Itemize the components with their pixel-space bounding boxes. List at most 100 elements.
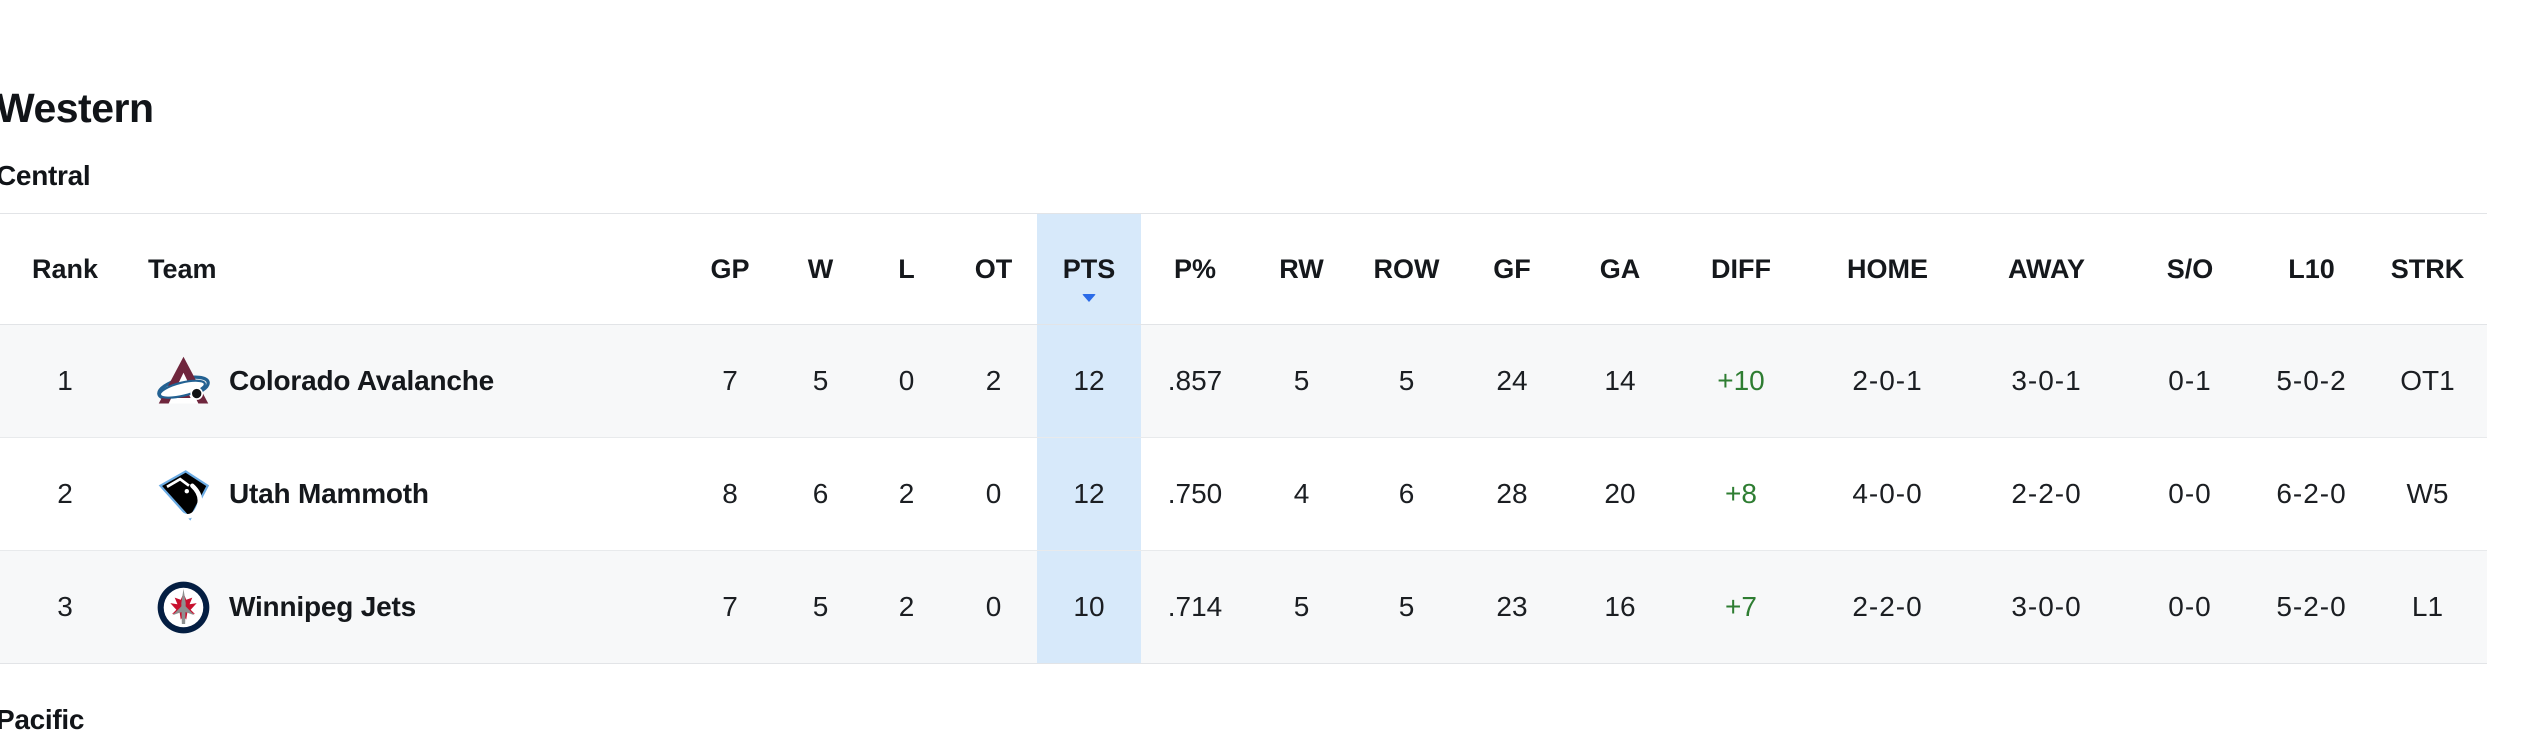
l-value: 2 xyxy=(863,550,950,664)
gp-value: 7 xyxy=(682,550,778,664)
column-header-w[interactable]: W xyxy=(778,213,863,325)
column-label-away: AWAY xyxy=(2007,253,2086,284)
column-label-home: HOME xyxy=(1847,253,1928,284)
so-value: 0-0 xyxy=(2125,550,2255,664)
strk-value: L1 xyxy=(2368,550,2487,664)
home-text: 2-2-0 xyxy=(1852,591,1923,622)
pts-text: 10 xyxy=(1073,591,1105,622)
away-value: 3-0-0 xyxy=(1968,550,2125,664)
gf-value: 24 xyxy=(1459,324,1565,438)
pts-text: 12 xyxy=(1073,365,1105,396)
column-label-l10: L10 xyxy=(2288,253,2335,284)
strk-value: OT1 xyxy=(2368,324,2487,438)
column-label-ga: GA xyxy=(1599,253,1641,284)
rank-value: 3 xyxy=(0,550,130,664)
ot-value: 0 xyxy=(950,437,1037,551)
gf-text: 23 xyxy=(1496,591,1528,622)
rw-value: 4 xyxy=(1249,437,1354,551)
away-text: 2-2-0 xyxy=(2011,478,2082,509)
column-header-gp[interactable]: GP xyxy=(682,213,778,325)
pts-value: 12 xyxy=(1037,324,1141,438)
w-value: 6 xyxy=(778,437,863,551)
conference-heading: Western xyxy=(0,85,154,131)
column-header-ppct[interactable]: P% xyxy=(1141,213,1249,325)
column-label-rank: Rank xyxy=(31,253,99,284)
column-header-home[interactable]: HOME xyxy=(1807,213,1968,325)
gf-value: 28 xyxy=(1459,437,1565,551)
row-value: 5 xyxy=(1354,550,1459,664)
row-text: 5 xyxy=(1398,591,1415,622)
gf-value: 23 xyxy=(1459,550,1565,664)
column-header-strk[interactable]: STRK xyxy=(2368,213,2487,325)
colorado-avalanche-logo xyxy=(156,354,211,409)
column-label-row: ROW xyxy=(1373,253,1440,284)
ga-value: 16 xyxy=(1565,550,1675,664)
column-header-diff[interactable]: DIFF xyxy=(1675,213,1807,325)
rank-value: 2 xyxy=(0,437,130,551)
column-header-rw[interactable]: RW xyxy=(1249,213,1354,325)
column-header-gf[interactable]: GF xyxy=(1459,213,1565,325)
column-label-team: Team xyxy=(148,253,217,284)
strk-text: OT1 xyxy=(2400,365,2455,396)
l10-value: 5-0-2 xyxy=(2255,324,2368,438)
row-text: 6 xyxy=(1398,478,1415,509)
column-header-away[interactable]: AWAY xyxy=(1968,213,2125,325)
diff-text: +8 xyxy=(1725,478,1757,509)
so-text: 0-0 xyxy=(2168,591,2212,622)
division-heading-central: Central xyxy=(0,160,91,191)
team-link[interactable]: Utah Mammoth xyxy=(229,478,429,509)
l-text: 0 xyxy=(898,365,915,396)
column-header-l[interactable]: L xyxy=(863,213,950,325)
column-header-ot[interactable]: OT xyxy=(950,213,1037,325)
row-value: 6 xyxy=(1354,437,1459,551)
diff-value: +10 xyxy=(1675,324,1807,438)
w-text: 6 xyxy=(812,478,829,509)
column-header-rank[interactable]: Rank xyxy=(0,213,130,325)
gp-text: 7 xyxy=(722,591,738,622)
column-label-gf: GF xyxy=(1493,253,1531,284)
strk-text: L1 xyxy=(2411,591,2444,622)
l10-text: 5-0-2 xyxy=(2276,365,2347,396)
column-header-l10[interactable]: L10 xyxy=(2255,213,2368,325)
standings-table: Rank Team GP W L OT PTS P% RW ROW GF GA DIFF HOME AWAY… xyxy=(0,213,2487,664)
l10-text: 5-2-0 xyxy=(2276,591,2347,622)
column-header-team[interactable]: Team xyxy=(130,213,682,325)
column-label-diff: DIFF xyxy=(1711,253,1771,284)
w-text: 5 xyxy=(812,365,829,396)
column-header-ga[interactable]: GA xyxy=(1565,213,1675,325)
column-label-w: W xyxy=(807,253,834,284)
column-label-l: L xyxy=(898,253,915,284)
row-text: 5 xyxy=(1398,365,1415,396)
ppct-value: .714 xyxy=(1141,550,1249,664)
rw-text: 5 xyxy=(1293,591,1310,622)
diff-value: +8 xyxy=(1675,437,1807,551)
ga-value: 20 xyxy=(1565,437,1675,551)
team-cell: Utah Mammoth xyxy=(130,437,682,551)
l10-value: 6-2-0 xyxy=(2255,437,2368,551)
gp-text: 8 xyxy=(722,478,738,509)
w-text: 5 xyxy=(812,591,829,622)
column-label-ppct: P% xyxy=(1173,253,1217,284)
column-header-so[interactable]: S/O xyxy=(2125,213,2255,325)
ppct-value: .857 xyxy=(1141,324,1249,438)
ppct-value: .750 xyxy=(1141,437,1249,551)
diff-text: +10 xyxy=(1717,365,1765,396)
gf-text: 24 xyxy=(1496,365,1528,396)
ppct-text: .857 xyxy=(1167,365,1223,396)
rw-value: 5 xyxy=(1249,550,1354,664)
team-link[interactable]: Winnipeg Jets xyxy=(229,591,416,622)
table-header-row: Rank Team GP W L OT PTS P% RW ROW GF GA DIFF HOME AWAY… xyxy=(0,213,2487,325)
team-link[interactable]: Colorado Avalanche xyxy=(229,365,495,396)
l10-text: 6-2-0 xyxy=(2276,478,2347,509)
so-value: 0-1 xyxy=(2125,324,2255,438)
row-value: 5 xyxy=(1354,324,1459,438)
column-header-row[interactable]: ROW xyxy=(1354,213,1459,325)
diff-text: +7 xyxy=(1725,591,1757,622)
ga-value: 14 xyxy=(1565,324,1675,438)
team-row: 3 Winnipeg Jets 7 5 2 0 10 .714 5 5 23 16 +7 2-2-0 3-0… xyxy=(0,550,2487,664)
w-value: 5 xyxy=(778,324,863,438)
gf-text: 28 xyxy=(1496,478,1528,509)
column-label-pts: PTS xyxy=(1062,253,1116,284)
winnipeg-jets-logo xyxy=(156,580,211,635)
column-header-pts[interactable]: PTS xyxy=(1037,213,1141,325)
